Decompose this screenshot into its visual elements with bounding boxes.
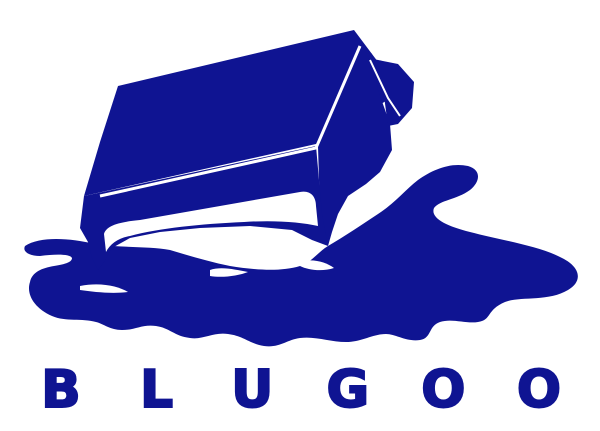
cube-front-panel [104, 191, 318, 252]
cube-edge-highlight [99, 45, 362, 198]
cube-flap [368, 58, 414, 126]
cube-top-face [84, 30, 394, 196]
goo-highlight-2 [300, 260, 334, 271]
wordmark-letter: U [230, 359, 274, 421]
wordmark-letter: O [420, 359, 466, 421]
wordmark-letter: B [40, 359, 82, 421]
cube-front-face [80, 146, 328, 270]
wordmark-letter: O [516, 359, 562, 421]
wordmark-letter: L [139, 359, 174, 421]
wordmark-letter: G [325, 359, 370, 421]
goo-puddle [24, 164, 578, 347]
cube-edge-highlight-2 [369, 59, 401, 117]
goo-highlight-1 [210, 268, 248, 277]
wordmark: B L U G O O [30, 359, 570, 421]
cube-right-face [318, 44, 392, 246]
goo-highlight-3 [80, 284, 128, 293]
